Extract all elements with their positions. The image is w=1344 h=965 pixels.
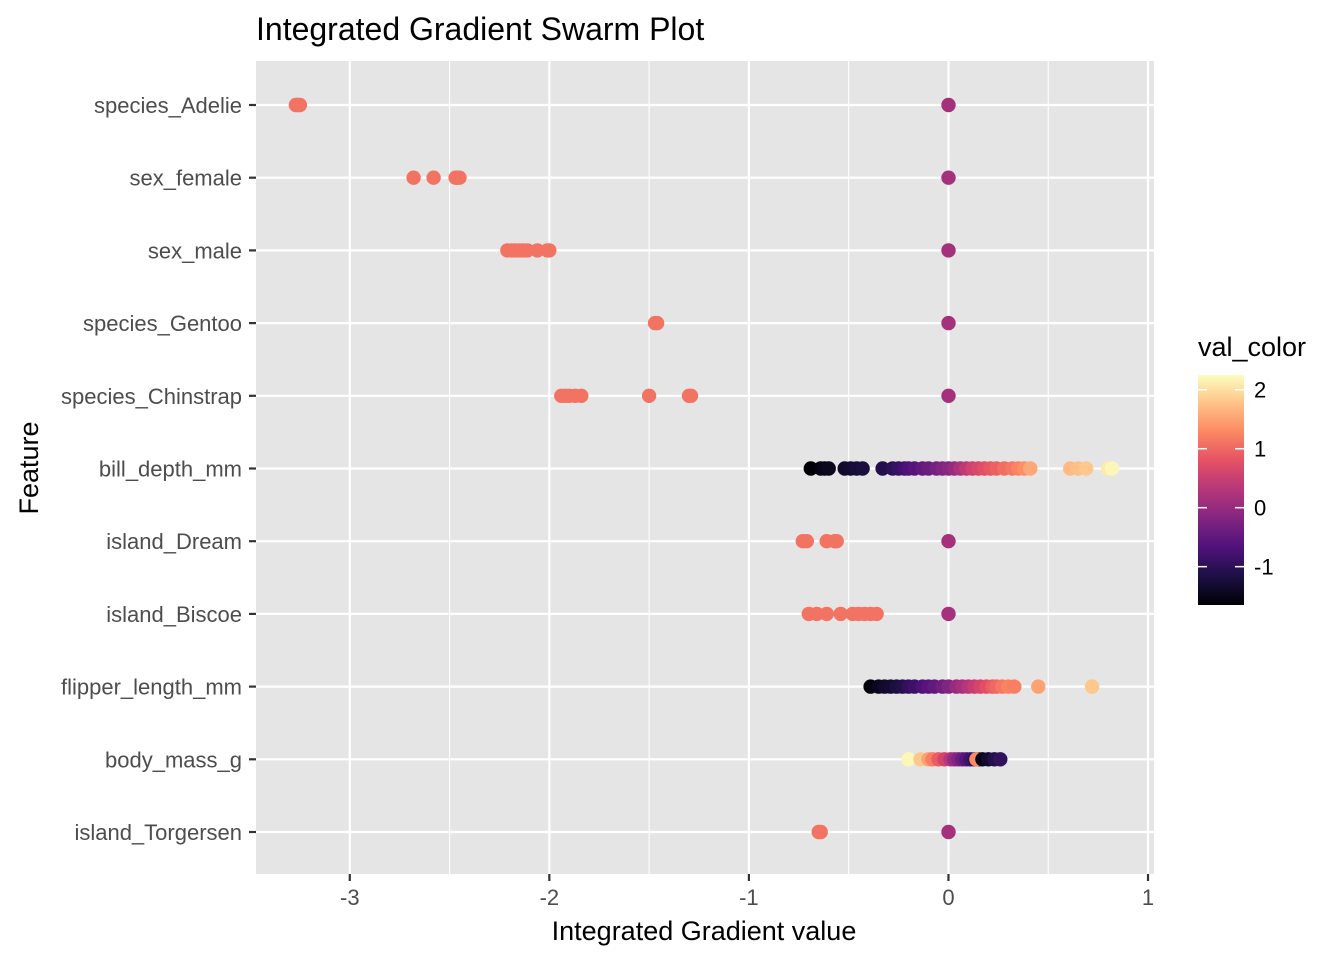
series-island_Torgersen bbox=[811, 824, 956, 840]
data-point bbox=[901, 752, 916, 767]
legend-colorbar bbox=[1198, 375, 1244, 605]
data-point bbox=[875, 461, 890, 476]
x-tick-label: -3 bbox=[340, 885, 360, 910]
data-point bbox=[426, 170, 441, 185]
series-sex_male bbox=[500, 243, 956, 258]
series-species_Chinstrap bbox=[554, 388, 956, 403]
color-legend: val_color -1 0 1 2 bbox=[1198, 332, 1306, 605]
series-species_Gentoo bbox=[647, 315, 956, 331]
y-axis-label: Feature bbox=[14, 421, 44, 514]
data-point bbox=[1084, 679, 1100, 694]
x-axis: -3 -2 -1 0 1 bbox=[340, 874, 1154, 910]
data-point bbox=[869, 606, 884, 622]
legend-ticks: -1 0 1 2 bbox=[1198, 378, 1274, 580]
y-tick-label: species_Chinstrap bbox=[61, 384, 242, 409]
data-point bbox=[829, 534, 844, 549]
data-point bbox=[542, 243, 557, 258]
data-point bbox=[821, 461, 836, 476]
data-point bbox=[941, 97, 956, 113]
series-species_Adelie bbox=[288, 97, 956, 113]
y-tick-label: species_Gentoo bbox=[83, 311, 242, 336]
series-sex_female bbox=[406, 170, 956, 185]
data-point bbox=[406, 170, 421, 185]
data-point bbox=[941, 534, 956, 549]
data-point bbox=[574, 388, 589, 403]
x-tick-label: 0 bbox=[942, 885, 954, 910]
points-layer bbox=[288, 97, 1120, 840]
data-point bbox=[292, 97, 308, 113]
data-point bbox=[993, 752, 1008, 767]
x-tick-label: -1 bbox=[739, 885, 759, 910]
chart-title: Integrated Gradient Swarm Plot bbox=[256, 11, 704, 47]
data-point bbox=[941, 170, 956, 185]
x-axis-label: Integrated Gradient value bbox=[552, 916, 857, 946]
data-point bbox=[641, 388, 657, 403]
data-point bbox=[1031, 679, 1046, 694]
y-tick-label: sex_female bbox=[129, 166, 242, 191]
data-point bbox=[941, 243, 956, 258]
x-tick-label: -2 bbox=[540, 885, 560, 910]
data-point bbox=[1007, 679, 1022, 694]
series-island_Biscoe bbox=[801, 606, 956, 622]
series-island_Dream bbox=[795, 534, 956, 549]
data-point bbox=[683, 388, 699, 403]
y-axis: species_Adelie sex_female sex_male species_… bbox=[61, 93, 256, 845]
y-tick-label: body_mass_g bbox=[105, 747, 242, 772]
data-point bbox=[941, 606, 956, 622]
y-tick-label: sex_male bbox=[148, 238, 242, 263]
data-point bbox=[855, 461, 870, 476]
data-point bbox=[1079, 461, 1094, 476]
legend-tick-label: 1 bbox=[1254, 437, 1266, 462]
data-point bbox=[941, 315, 956, 331]
data-point bbox=[941, 824, 956, 840]
data-point bbox=[530, 243, 545, 258]
series-flipper_length_mm bbox=[863, 679, 1100, 694]
y-tick-label: species_Adelie bbox=[94, 93, 242, 118]
data-point bbox=[1104, 461, 1120, 476]
legend-tick-label: -1 bbox=[1254, 555, 1274, 580]
y-tick-label: island_Dream bbox=[106, 529, 242, 554]
y-tick-label: bill_depth_mm bbox=[99, 457, 242, 482]
y-tick-label: flipper_length_mm bbox=[61, 675, 242, 700]
data-point bbox=[813, 824, 828, 840]
y-tick-label: island_Torgersen bbox=[74, 820, 242, 845]
legend-title: val_color bbox=[1198, 332, 1306, 362]
y-tick-label: island_Biscoe bbox=[106, 602, 242, 627]
x-tick-label: 1 bbox=[1142, 885, 1154, 910]
data-point bbox=[649, 315, 665, 331]
series-bill_depth_mm bbox=[803, 461, 1120, 476]
data-point bbox=[1023, 461, 1038, 476]
data-point bbox=[520, 243, 535, 258]
data-point bbox=[941, 388, 956, 403]
data-point bbox=[803, 461, 818, 476]
data-point bbox=[819, 606, 834, 622]
data-point bbox=[799, 534, 814, 549]
legend-tick-label: 2 bbox=[1254, 378, 1266, 403]
data-point bbox=[809, 606, 824, 622]
series-body_mass_g bbox=[901, 752, 1008, 767]
data-point bbox=[833, 606, 848, 622]
legend-tick-label: 0 bbox=[1254, 496, 1266, 521]
data-point bbox=[452, 170, 467, 185]
